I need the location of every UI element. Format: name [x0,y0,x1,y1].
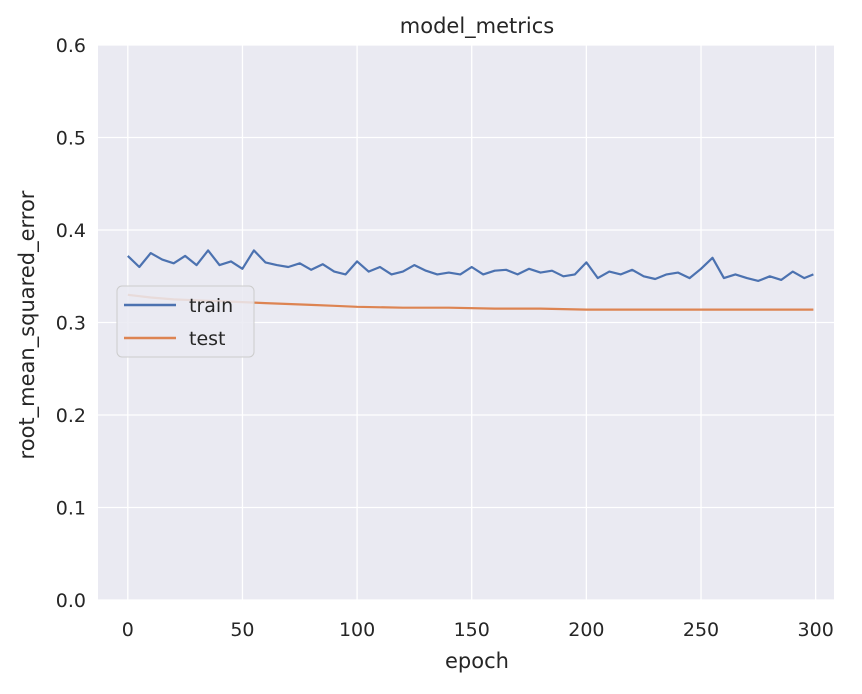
y-tick-label: 0.5 [56,128,86,150]
legend-label-train: train [189,295,233,317]
legend-label-test: test [189,328,226,350]
x-tick-label: 200 [568,619,604,641]
x-tick-label: 150 [454,619,490,641]
x-tick-label: 100 [339,619,375,641]
y-tick-label: 0.4 [56,220,86,242]
x-tick-label: 300 [798,619,834,641]
x-tick-label: 250 [683,619,719,641]
grid [98,44,834,601]
y-tick-label: 0.1 [56,498,86,520]
series-line-train [127,249,814,282]
x-axis-label: epoch [445,649,509,673]
y-tick-label: 0.3 [56,313,86,335]
y-axis-label: root_mean_squared_error [15,190,40,459]
x-tick-label: 50 [230,619,254,641]
x-tick-labels: 0 50 100 150 200 250 300 [122,619,834,641]
y-tick-label: 0.0 [56,590,86,612]
y-tick-label: 0.2 [56,405,86,427]
y-tick-label: 0.6 [56,35,86,57]
legend-box [116,285,255,358]
x-tick-label: 0 [122,619,134,641]
y-tick-labels: 0.0 0.1 0.2 0.3 0.4 0.5 0.6 [56,35,86,612]
chart-title: model_metrics [400,14,554,39]
legend: train test [116,285,255,358]
